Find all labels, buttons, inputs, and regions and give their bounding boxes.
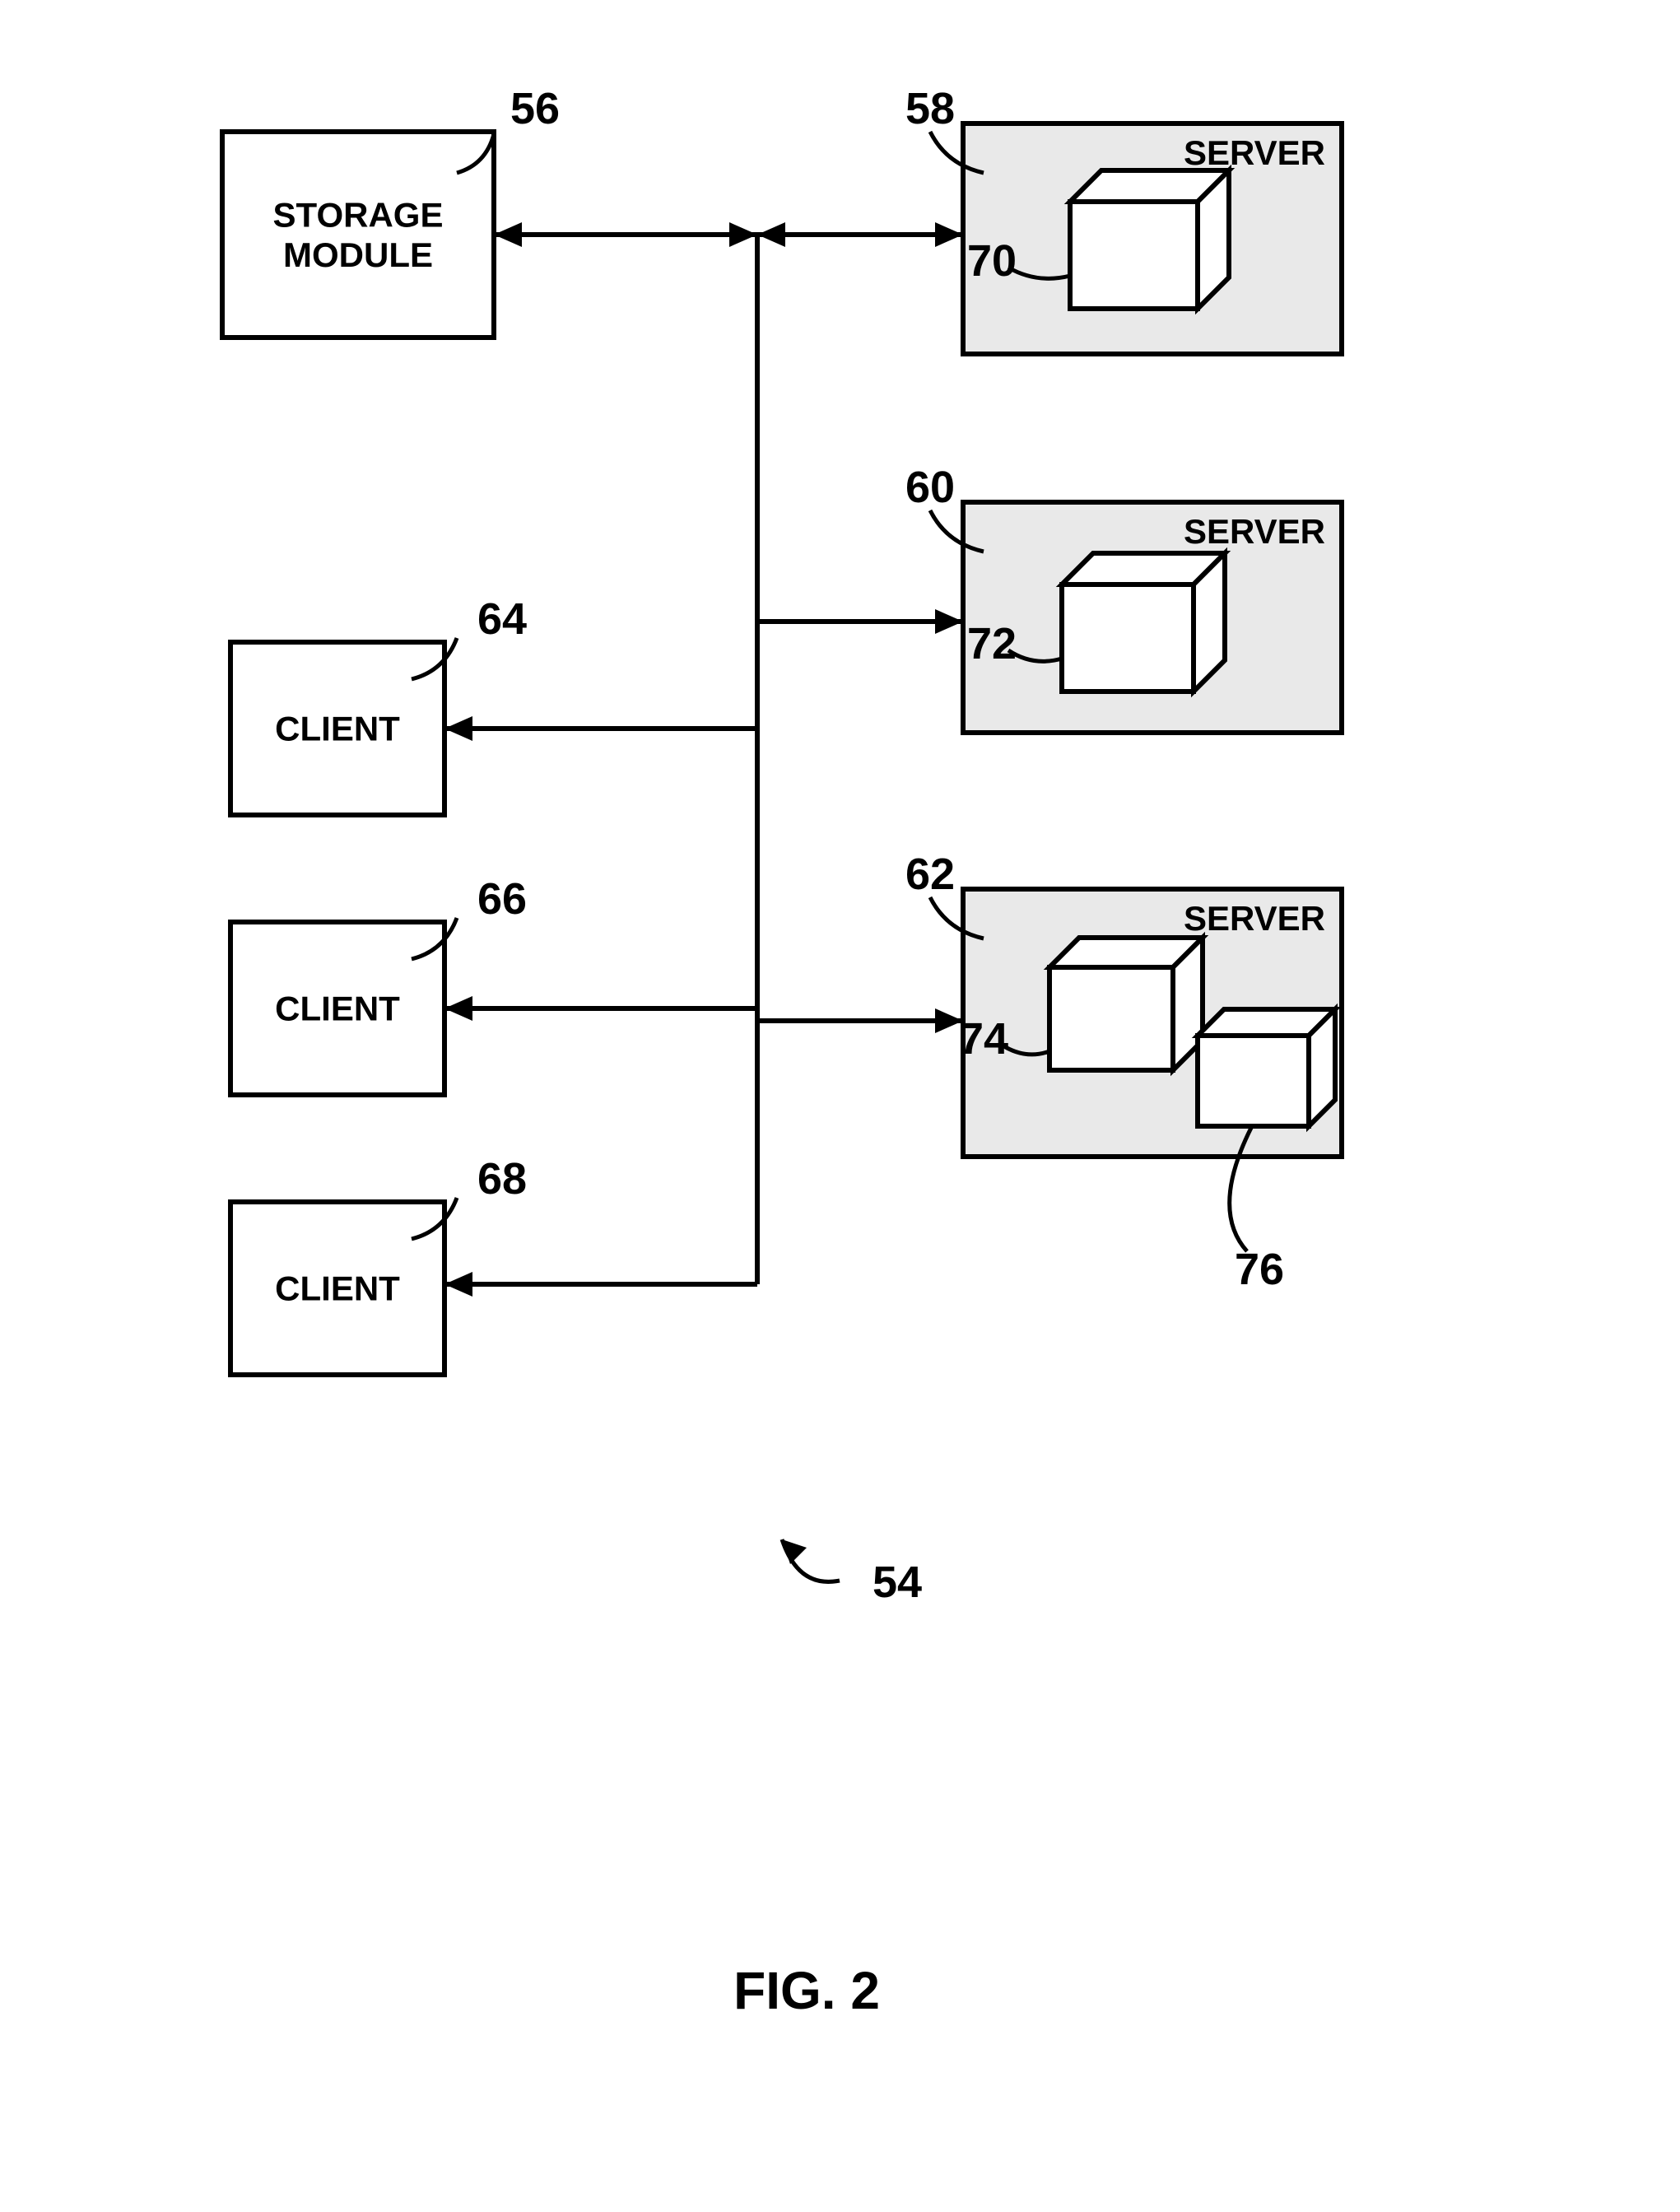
svg-text:74: 74 — [959, 1014, 1008, 1064]
svg-text:70: 70 — [967, 236, 1017, 286]
svg-text:54: 54 — [873, 1558, 922, 1607]
svg-text:MODULE: MODULE — [283, 235, 433, 274]
svg-text:56: 56 — [510, 84, 560, 133]
svg-text:STORAGE: STORAGE — [273, 196, 444, 235]
svg-text:72: 72 — [967, 619, 1017, 668]
svg-text:CLIENT: CLIENT — [275, 990, 400, 1028]
svg-text:62: 62 — [905, 850, 955, 899]
svg-text:68: 68 — [477, 1154, 527, 1204]
svg-text:CLIENT: CLIENT — [275, 1269, 400, 1308]
diagram-canvas: STORAGEMODULE 56 CLIENT 64 CLIENT 66 CLIENT 68 S… — [0, 0, 1680, 2212]
svg-text:60: 60 — [905, 463, 955, 512]
svg-text:76: 76 — [1235, 1245, 1284, 1294]
svg-text:FIG. 2: FIG. 2 — [733, 1961, 880, 2020]
svg-text:SERVER: SERVER — [1184, 133, 1325, 172]
svg-text:64: 64 — [477, 594, 527, 644]
svg-text:SERVER: SERVER — [1184, 512, 1325, 551]
svg-text:CLIENT: CLIENT — [275, 710, 400, 748]
svg-text:58: 58 — [905, 84, 955, 133]
svg-text:66: 66 — [477, 874, 527, 924]
